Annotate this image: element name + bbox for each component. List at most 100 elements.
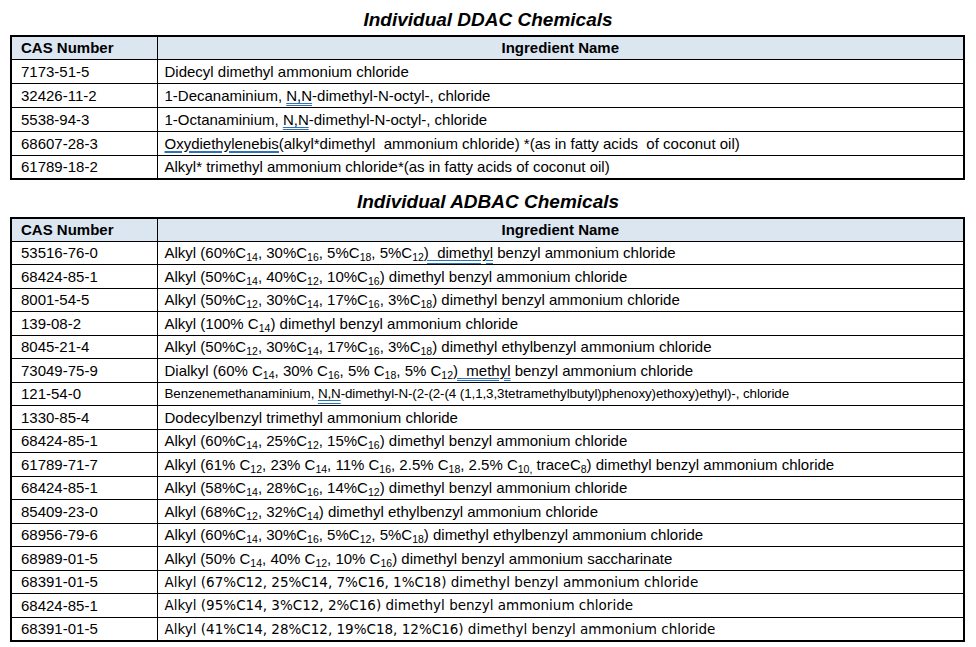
adbac-table: CAS Number Ingredient Name 53516-76-0Alk… (10, 217, 965, 642)
ingredient-text: ) dimethyl benzyl ammonium chloride (380, 432, 628, 449)
table-row: 68424-85-1Alkyl (95%C14, 3%C12, 2%C16) d… (11, 594, 964, 618)
cas-number-cell: 53516-76-0 (11, 241, 157, 265)
ingredient-text: 1-Octanaminium, (165, 111, 283, 128)
carbon-chain-subscript: 14 (307, 510, 319, 522)
carbon-chain-subscript: 12 (250, 463, 262, 475)
ingredient-text: , 5%C (371, 526, 412, 543)
cas-number-cell: 8045-21-4 (11, 335, 157, 359)
adbac-table-title: Individual ADBAC Chemicals (0, 189, 976, 215)
cas-number-cell: 5538-94-3 (11, 107, 157, 131)
table-row: 121-54-0Benzenemethanaminium, N,N-dimeth… (11, 382, 964, 406)
ingredient-text: , 2.5% C (460, 456, 518, 473)
ingredient-text: ) dimethyl benzyl ammonium saccharinate (392, 550, 672, 567)
cas-number-cell: 68391-01-5 (11, 570, 157, 594)
ingredient-text: , 5%C (319, 526, 360, 543)
header-row: CAS Number Ingredient Name (11, 36, 964, 59)
ingredient-text: -dimethyl-N-(2-(2-(4 (1,1,3,3tetramethyl… (341, 386, 789, 401)
ingredient-text: , 5% C (340, 362, 385, 379)
table-row: 68607-28-3Oxydiethylenebis(alkyl*dimethy… (11, 131, 964, 155)
carbon-chain-subscript: 12 (368, 486, 380, 498)
carbon-chain-subscript: 14 (315, 463, 327, 475)
carbon-chain-subscript: 16 (307, 486, 319, 498)
ingredient-text: Alkyl (50%C (165, 338, 247, 355)
ingredient-text: , 5% C (396, 362, 441, 379)
ingredient-name-cell: Alkyl (41%C14, 28%C12, 19%C18, 12%C16) d… (157, 617, 964, 641)
table-row: 73049-75-9Dialkyl (60% C14, 30% C16, 5% … (11, 359, 964, 383)
carbon-chain-subscript: 14 (246, 439, 258, 451)
cas-number-cell: 1330-85-4 (11, 406, 157, 430)
table-row: 68391-01-5Alkyl (41%C14, 28%C12, 19%C18,… (11, 617, 964, 641)
carbon-chain-subscript: 10, (518, 463, 533, 475)
ingredient-text: Alkyl (61% C (165, 456, 251, 473)
ingredient-name-cell: 1-Decanaminium, N,N-dimethyl-N-octyl-, c… (157, 83, 964, 107)
table-row: 61789-18-2Alkyl* trimethyl ammonium chlo… (11, 155, 964, 179)
ingredient-text: , 17%C (319, 338, 368, 355)
table-row: 68424-85-1Alkyl (60%C14, 25%C12, 15%C16)… (11, 429, 964, 453)
cas-number-cell: 139-08-2 (11, 312, 157, 336)
carbon-chain-subscript: 14 (307, 298, 319, 310)
ingredient-text: ) dimethyl ethylbenzyl ammonium chloride (424, 526, 703, 543)
carbon-chain-subscript: 16 (307, 533, 319, 545)
ingredient-name-cell: Oxydiethylenebis(alkyl*dimethyl ammonium… (157, 131, 964, 155)
ingredient-name-cell: Alkyl (100% C14) dimethyl benzyl ammoniu… (157, 312, 964, 336)
ingredient-text: alkyl*dimethyl ammonium chloride) *(as i… (284, 135, 740, 152)
table-row: 5538-94-31-Octanaminium, N,N-dimethyl-N-… (11, 107, 964, 131)
carbon-chain-subscript: 16 (368, 345, 380, 357)
ingredient-text: , 14%C (319, 479, 368, 496)
grammar-check-underlined-text: ) methyl (453, 362, 511, 379)
cas-number-cell: 68424-85-1 (11, 429, 157, 453)
ingredient-text: ) dimethyl ethylbenzyl ammonium chloride (319, 503, 598, 520)
grammar-check-underlined-text: Oxydiethylenebis( (165, 135, 284, 152)
carbon-chain-subscript: 12 (307, 275, 319, 287)
ingredient-text: Alkyl (67%C12, 25%C14, 7%C16, 1%C18) dim… (165, 574, 699, 590)
ingredient-text: ) dimethyl benzyl ammonium chloride (270, 315, 518, 332)
ddac-table-title: Individual DDAC Chemicals (0, 7, 976, 33)
carbon-chain-subscript: 14 (307, 345, 319, 357)
ingredient-text: , 10%C (319, 268, 368, 285)
ingredient-text: , 3%C (380, 291, 421, 308)
adbac-table-body: 53516-76-0Alkyl (60%C14, 30%C16, 5%C18, … (11, 241, 964, 641)
ingredient-name-cell: Alkyl (67%C12, 25%C14, 7%C16, 1%C18) dim… (157, 570, 964, 594)
grammar-check-underlined-text: ) dimethyl (424, 244, 493, 261)
ingredient-name-cell: Didecyl dimethyl ammonium chloride (157, 59, 964, 83)
ingredient-text: , 30% C (275, 362, 328, 379)
ingredient-name-cell: Alkyl (60%C14, 30%C16, 5%C18, 5%C12) dim… (157, 241, 964, 265)
column-header-ingredient-name: Ingredient Name (157, 218, 964, 241)
cas-number-cell: 32426-11-2 (11, 83, 157, 107)
ingredient-name-cell: Benzenemethanaminium, N,N-dimethyl-N-(2-… (157, 382, 964, 406)
ingredient-text: Alkyl (68%C (165, 503, 247, 520)
table-row: 139-08-2Alkyl (100% C14) dimethyl benzyl… (11, 312, 964, 336)
ddac-table: CAS Number Ingredient Name 7173-51-5Dide… (10, 35, 965, 180)
carbon-chain-subscript: 16 (368, 298, 380, 310)
table-row: 8001-54-5Alkyl (50%C12, 30%C14, 17%C16, … (11, 288, 964, 312)
table-row: 68956-79-6Alkyl (60%C14, 30%C16, 5%C12, … (11, 523, 964, 547)
grammar-check-underlined-text: N,N (318, 386, 341, 401)
carbon-chain-subscript: 12 (246, 510, 258, 522)
ingredient-text: Alkyl* trimethyl ammonium chloride*(as i… (165, 158, 610, 175)
carbon-chain-subscript: 18 (421, 298, 433, 310)
carbon-chain-subscript: 18 (385, 369, 397, 381)
carbon-chain-subscript: 16 (368, 275, 380, 287)
ingredient-text: , 17%C (319, 291, 368, 308)
cas-number-cell: 68989-01-5 (11, 547, 157, 571)
cas-number-cell: 68391-01-5 (11, 617, 157, 641)
ingredient-text: -dimethyl-N-octyl-, chloride (312, 87, 490, 104)
table-row: 7173-51-5Didecyl dimethyl ammonium chlor… (11, 59, 964, 83)
ingredient-name-cell: Alkyl (60%C14, 25%C12, 15%C16) dimethyl … (157, 429, 964, 453)
cas-number-cell: 68607-28-3 (11, 131, 157, 155)
ingredient-text: Alkyl (50%C (165, 291, 247, 308)
ingredient-name-cell: Alkyl (50% C14, 40% C12, 10% C16) dimeth… (157, 547, 964, 571)
ingredient-text: , 25%C (258, 432, 307, 449)
ingredient-text: -dimethyl-N-octyl-, chloride (309, 111, 487, 128)
ingredient-text: , 5%C (371, 244, 412, 261)
ingredient-name-cell: Alkyl* trimethyl ammonium chloride*(as i… (157, 155, 964, 179)
ingredient-name-cell: 1-Octanaminium, N,N-dimethyl-N-octyl-, c… (157, 107, 964, 131)
ingredient-text: Alkyl (60%C (165, 244, 247, 261)
ingredient-text: ) dimethyl benzyl ammonium chloride (380, 268, 628, 285)
carbon-chain-subscript: 18 (360, 251, 372, 263)
ingredient-name-cell: Alkyl (68%C12, 32%C14) dimethyl ethylben… (157, 500, 964, 524)
carbon-chain-subscript: 16 (380, 557, 392, 569)
ingredient-text: ) dimethyl benzyl ammonium chloride (380, 479, 628, 496)
ingredient-text: ) dimethyl benzyl ammonium chloride (587, 456, 835, 473)
ingredient-name-cell: Alkyl (95%C14, 3%C12, 2%C16) dimethyl be… (157, 594, 964, 618)
